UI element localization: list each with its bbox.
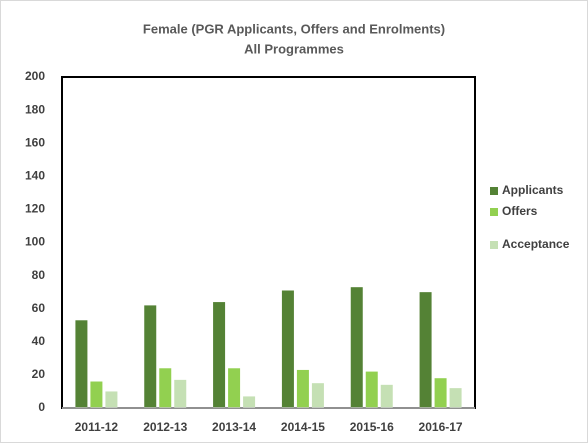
legend-label: Offers (502, 204, 538, 218)
x-tick-label: 2016-17 (419, 420, 463, 434)
bar (75, 320, 88, 408)
bar (380, 384, 393, 408)
bar (243, 396, 256, 408)
y-tick-label: 0 (38, 400, 45, 414)
legend-swatch (490, 187, 498, 195)
bar (105, 391, 118, 408)
bar (419, 292, 432, 408)
bar (174, 379, 187, 408)
legend-swatch (490, 241, 498, 249)
y-tick-label: 20 (32, 367, 46, 381)
legend-label: Acceptance (502, 237, 570, 251)
bar (296, 369, 309, 408)
y-tick-label: 40 (32, 334, 46, 348)
bar (434, 378, 447, 408)
x-tick-label: 2015-16 (350, 420, 394, 434)
bar (144, 305, 157, 408)
y-tick-label: 60 (32, 301, 46, 315)
bar (90, 381, 103, 408)
legend-label: Applicants (502, 183, 564, 197)
y-tick-label: 80 (32, 268, 46, 282)
y-tick-label: 100 (25, 235, 45, 249)
x-tick-label: 2012-13 (143, 420, 187, 434)
bar (311, 383, 324, 408)
bar (213, 302, 226, 408)
x-tick-label: 2013-14 (212, 420, 256, 434)
y-tick-label: 200 (25, 69, 45, 83)
y-tick-label: 120 (25, 202, 45, 216)
y-tick-label: 180 (25, 102, 45, 116)
legend-swatch (490, 208, 498, 216)
bar (449, 388, 462, 408)
bar (159, 368, 172, 408)
x-tick-label: 2011-12 (75, 420, 119, 434)
bar (281, 290, 294, 408)
chart-subtitle: All Programmes (244, 41, 344, 56)
y-tick-label: 140 (25, 168, 45, 182)
y-tick-label: 160 (25, 135, 45, 149)
bar (365, 371, 378, 408)
chart-title: Female (PGR Applicants, Offers and Enrol… (143, 21, 445, 36)
bar (228, 368, 241, 408)
bar (350, 287, 363, 408)
x-tick-label: 2014-15 (281, 420, 325, 434)
